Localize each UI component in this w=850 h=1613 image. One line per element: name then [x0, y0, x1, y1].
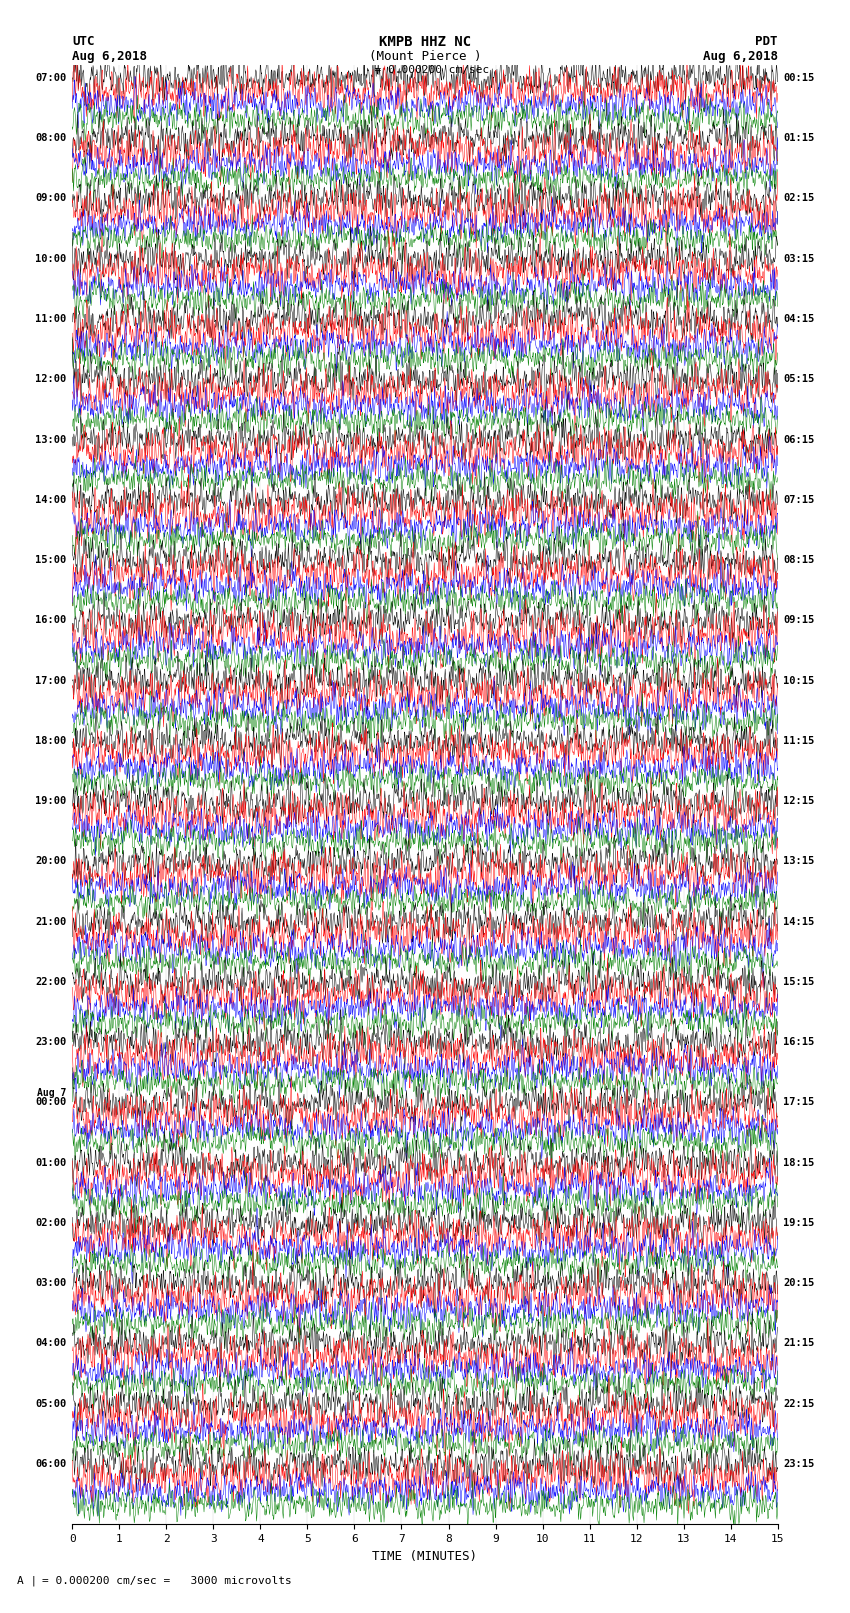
Text: 06:00: 06:00 [36, 1460, 66, 1469]
Text: 06:15: 06:15 [784, 434, 814, 445]
Text: Aug 6,2018: Aug 6,2018 [703, 50, 778, 63]
Text: 13:15: 13:15 [784, 857, 814, 866]
Text: 14:00: 14:00 [36, 495, 66, 505]
Text: 22:15: 22:15 [784, 1398, 814, 1408]
Text: 14:15: 14:15 [784, 916, 814, 926]
Text: Aug 6,2018: Aug 6,2018 [72, 50, 147, 63]
Text: 11:00: 11:00 [36, 315, 66, 324]
Text: 11:15: 11:15 [784, 736, 814, 745]
Text: 03:15: 03:15 [784, 253, 814, 263]
Text: 09:15: 09:15 [784, 615, 814, 626]
Text: 23:00: 23:00 [36, 1037, 66, 1047]
Text: (Mount Pierce ): (Mount Pierce ) [369, 50, 481, 63]
Text: 17:15: 17:15 [784, 1097, 814, 1108]
Text: 18:15: 18:15 [784, 1158, 814, 1168]
Text: 16:00: 16:00 [36, 615, 66, 626]
Text: 10:00: 10:00 [36, 253, 66, 263]
Text: 00:15: 00:15 [784, 73, 814, 82]
Text: KMPB HHZ NC: KMPB HHZ NC [379, 35, 471, 50]
Text: 01:00: 01:00 [36, 1158, 66, 1168]
Text: = 0.000200 cm/sec =   3000 microvolts: = 0.000200 cm/sec = 3000 microvolts [42, 1576, 292, 1586]
Text: 08:00: 08:00 [36, 134, 66, 144]
Text: 20:15: 20:15 [784, 1277, 814, 1289]
Text: 17:00: 17:00 [36, 676, 66, 686]
Text: 08:15: 08:15 [784, 555, 814, 565]
Text: 23:15: 23:15 [784, 1460, 814, 1469]
Text: 21:15: 21:15 [784, 1339, 814, 1348]
Text: 03:00: 03:00 [36, 1277, 66, 1289]
Text: 19:15: 19:15 [784, 1218, 814, 1227]
Text: 02:15: 02:15 [784, 194, 814, 203]
Text: 18:00: 18:00 [36, 736, 66, 745]
Text: 15:00: 15:00 [36, 555, 66, 565]
Text: 02:00: 02:00 [36, 1218, 66, 1227]
Text: 15:15: 15:15 [784, 977, 814, 987]
Text: Aug 7: Aug 7 [37, 1089, 66, 1098]
Text: 13:00: 13:00 [36, 434, 66, 445]
Text: 20:00: 20:00 [36, 857, 66, 866]
Text: 05:00: 05:00 [36, 1398, 66, 1408]
Text: 22:00: 22:00 [36, 977, 66, 987]
Text: | = 0.000200 cm/sec: | = 0.000200 cm/sec [361, 65, 489, 76]
Text: 12:15: 12:15 [784, 797, 814, 806]
Text: 10:15: 10:15 [784, 676, 814, 686]
Text: 01:15: 01:15 [784, 134, 814, 144]
Text: 04:15: 04:15 [784, 315, 814, 324]
Text: 16:15: 16:15 [784, 1037, 814, 1047]
Text: PDT: PDT [756, 35, 778, 48]
Text: 04:00: 04:00 [36, 1339, 66, 1348]
Text: 05:15: 05:15 [784, 374, 814, 384]
X-axis label: TIME (MINUTES): TIME (MINUTES) [372, 1550, 478, 1563]
Text: 07:15: 07:15 [784, 495, 814, 505]
Text: 21:00: 21:00 [36, 916, 66, 926]
Text: 00:00: 00:00 [36, 1097, 66, 1108]
Text: A |: A | [17, 1576, 37, 1586]
Text: 19:00: 19:00 [36, 797, 66, 806]
Text: UTC: UTC [72, 35, 94, 48]
Text: 09:00: 09:00 [36, 194, 66, 203]
Text: 07:00: 07:00 [36, 73, 66, 82]
Text: 12:00: 12:00 [36, 374, 66, 384]
